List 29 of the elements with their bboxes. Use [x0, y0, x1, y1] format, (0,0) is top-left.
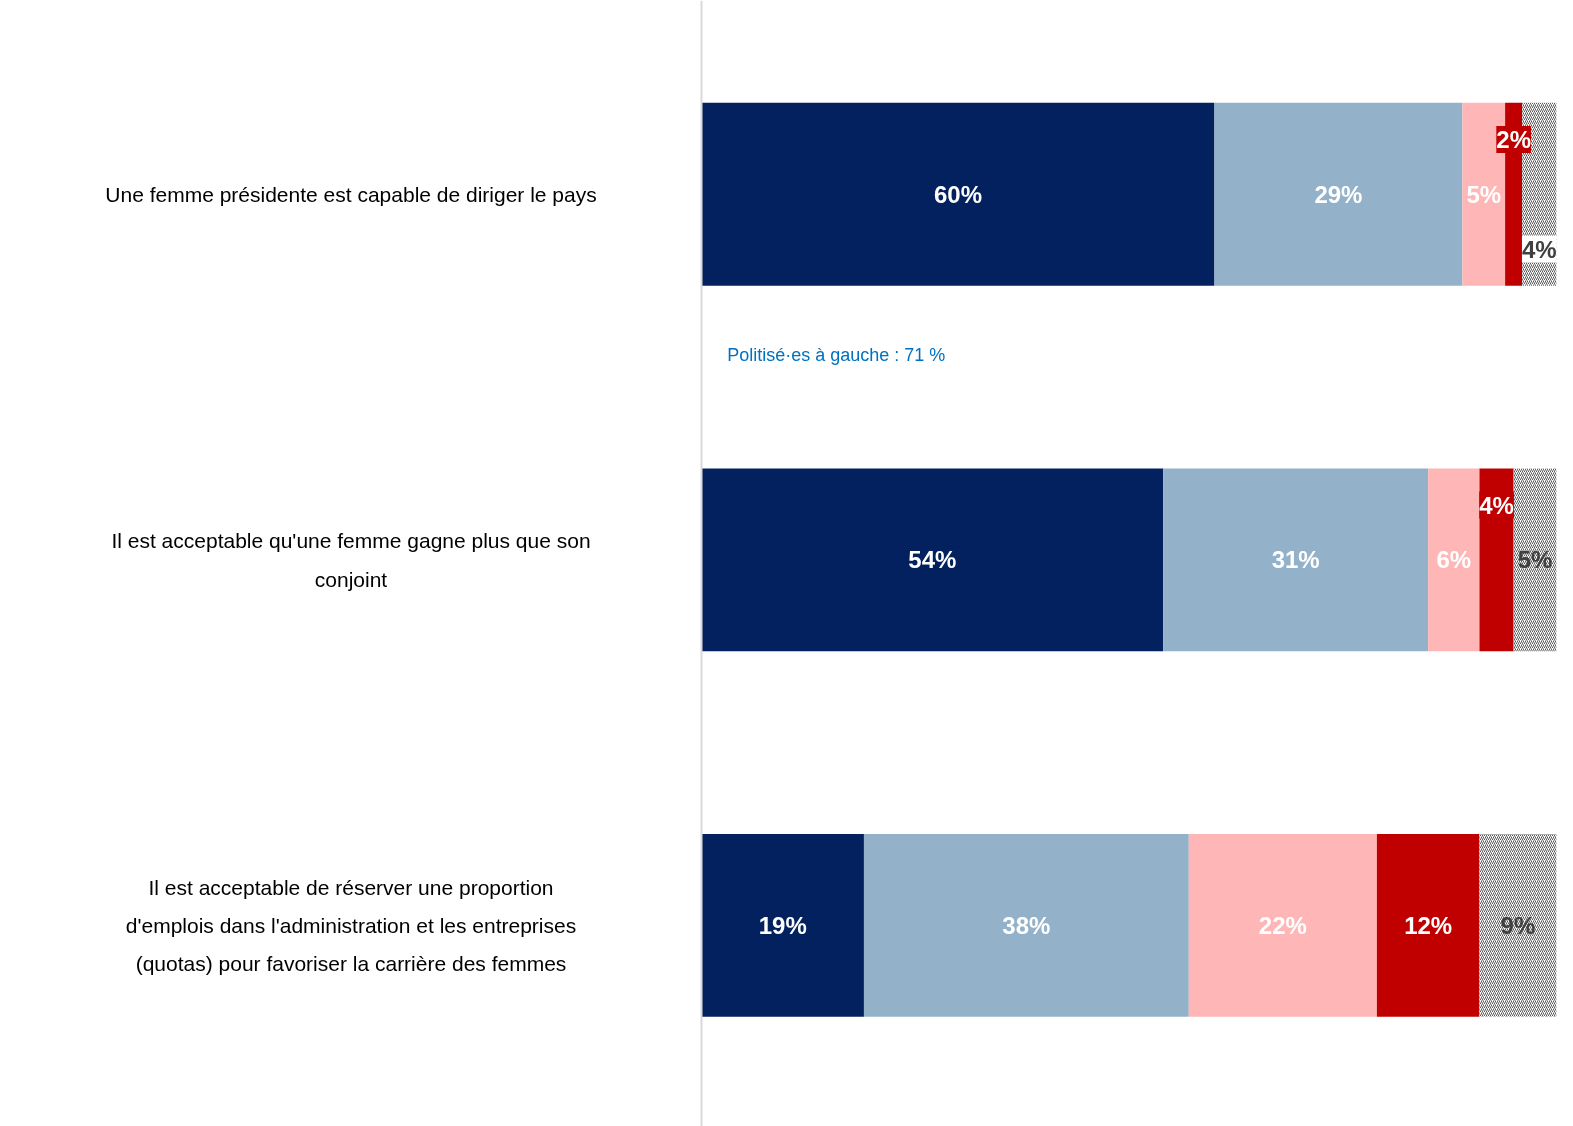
data-label: 2%	[1496, 125, 1531, 153]
bar	[701, 834, 864, 1017]
data-label: 5%	[1466, 180, 1502, 208]
y-tick-label: Il est acceptable qu'une femme gagne plus que son conjoint	[111, 529, 591, 591]
data-label: 6%	[1436, 546, 1472, 574]
annotation: Politisé·es à gauche : 71 %	[727, 345, 946, 366]
bar	[863, 834, 1189, 1017]
bar	[701, 468, 1164, 652]
bar	[1376, 834, 1480, 1017]
bar	[1428, 468, 1480, 652]
bar	[1163, 468, 1429, 652]
data-label: 19%	[758, 911, 807, 939]
data-label: 9%	[1500, 911, 1536, 939]
data-label: 31%	[1271, 546, 1320, 574]
bar	[701, 102, 1215, 286]
bar	[1214, 102, 1463, 286]
data-label: 4%	[1479, 491, 1514, 519]
y-tick-label: Il est acceptable de réserver une proportion d'emplois dans l'administration et les entreprises (quotas) pour favoriser la carrière des femmes	[125, 875, 577, 976]
data-label: 38%	[1002, 911, 1051, 939]
data-label: 29%	[1314, 180, 1363, 208]
data-label: 22%	[1258, 911, 1307, 939]
data-label: 60%	[933, 180, 983, 208]
bar	[1479, 468, 1514, 652]
data-label: 12%	[1404, 911, 1453, 939]
y-tick-label: Une femme présidente est capable de diriger le pays	[105, 182, 597, 206]
data-label: 54%	[908, 546, 957, 574]
data-label: 4%	[1521, 235, 1557, 263]
bar	[1188, 834, 1377, 1017]
data-label: 5%	[1517, 546, 1553, 574]
